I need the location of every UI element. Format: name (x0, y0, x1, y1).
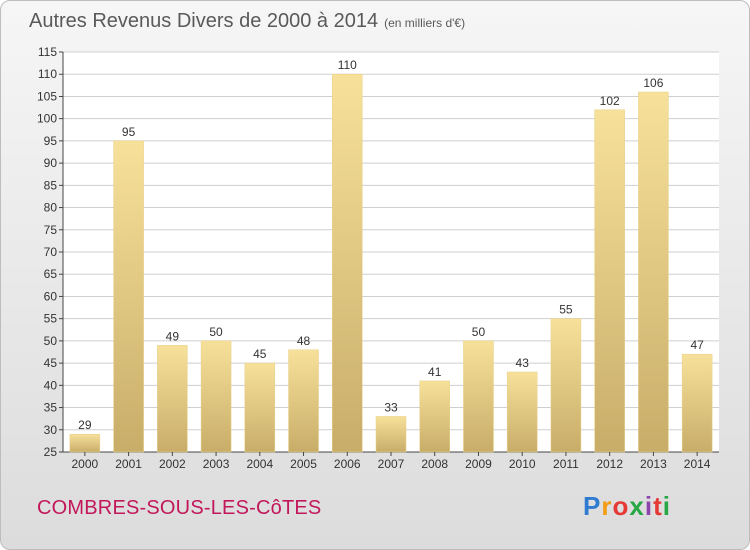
logo-letter: x (629, 491, 645, 521)
logo-letter: i (662, 491, 671, 521)
y-tick-label: 70 (44, 245, 58, 259)
bar-value-label: 95 (122, 125, 136, 139)
logo-letter: i (644, 491, 654, 521)
x-tick-label: 2011 (553, 457, 579, 471)
x-tick-label: 2013 (640, 457, 667, 471)
x-tick-label: 2006 (334, 457, 361, 471)
bar-value-label: 110 (338, 58, 357, 72)
logo-letter: o (612, 491, 630, 521)
bar (200, 340, 232, 453)
bar-value-label: 33 (384, 400, 398, 414)
x-tick-label: 2003 (203, 457, 230, 471)
chart-unit: (en milliers d'€) (384, 16, 466, 30)
x-tick-label: 2008 (421, 457, 448, 471)
bar-value-label: 49 (166, 329, 180, 343)
bar (157, 345, 188, 453)
y-tick-label: 25 (44, 445, 58, 459)
y-tick-label: 65 (44, 267, 58, 281)
bar-value-label: 45 (253, 347, 267, 361)
bar-value-label: 48 (297, 334, 311, 348)
y-tick-label: 60 (44, 289, 58, 303)
bar-value-label: 55 (559, 303, 573, 317)
bar-value-label: 43 (516, 356, 530, 370)
bar (506, 371, 538, 453)
bar (638, 91, 669, 453)
y-tick-label: 45 (44, 356, 58, 370)
x-tick-label: 2012 (596, 457, 623, 471)
y-tick-label: 50 (44, 334, 58, 348)
y-tick-label: 35 (44, 401, 58, 415)
x-tick-label: 2004 (246, 457, 273, 471)
y-tick-label: 55 (44, 312, 58, 326)
bar (550, 318, 582, 453)
bar (332, 73, 363, 453)
bar (594, 109, 625, 453)
x-tick-label: 2010 (509, 457, 536, 471)
logo-letter: t (653, 491, 663, 521)
logo-letter: P (583, 491, 602, 521)
chart-title-text: Autres Revenus Divers de 2000 à 2014 (29, 10, 379, 32)
y-tick-label: 105 (37, 89, 57, 103)
y-tick-label: 80 (44, 201, 58, 215)
bar (419, 380, 450, 453)
x-tick-label: 2014 (684, 457, 711, 471)
x-tick-label: 2001 (115, 457, 142, 471)
y-tick-label: 30 (44, 423, 58, 437)
y-tick-label: 95 (44, 134, 58, 148)
bar (463, 340, 494, 453)
x-tick-label: 2007 (378, 457, 405, 471)
bar (69, 433, 101, 453)
x-tick-label: 2005 (290, 457, 317, 471)
bar (288, 349, 319, 453)
bar (244, 362, 276, 453)
x-tick-label: 2000 (72, 457, 99, 471)
bar (375, 416, 407, 453)
y-tick-label: 75 (44, 223, 58, 237)
bar-value-label: 106 (643, 76, 663, 90)
y-tick-label: 40 (44, 378, 58, 392)
y-tick-label: 115 (38, 45, 57, 59)
x-tick-label: 2009 (465, 457, 492, 471)
proxiti-logo: Proxiti (583, 491, 671, 522)
y-tick-label: 100 (37, 112, 57, 126)
x-tick-label: 2002 (159, 457, 186, 471)
bar-value-label: 47 (690, 338, 704, 352)
commune-name: COMBRES-SOUS-LES-CôTES (37, 497, 322, 519)
bar-value-label: 41 (428, 365, 442, 379)
chart-title: Autres Revenus Divers de 2000 à 2014 (en … (29, 10, 465, 33)
bar-value-label: 50 (472, 325, 486, 339)
bar-value-label: 102 (600, 94, 620, 108)
bar (681, 353, 713, 453)
y-tick-label: 110 (38, 67, 57, 81)
bar-value-label: 50 (209, 325, 223, 339)
y-tick-label: 85 (44, 178, 58, 192)
bar (113, 140, 144, 453)
bar-value-label: 29 (78, 418, 92, 432)
y-tick-label: 90 (44, 156, 58, 170)
logo-letter: r (601, 491, 613, 521)
